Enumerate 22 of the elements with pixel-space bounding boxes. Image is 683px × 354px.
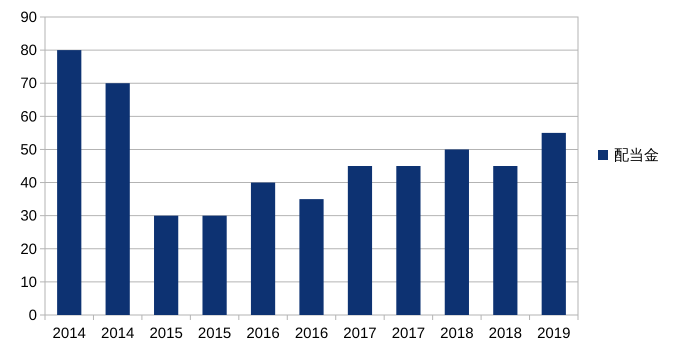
x-tick-label: 2015 bbox=[149, 325, 183, 342]
y-tick-label: 10 bbox=[20, 274, 37, 291]
x-tick-label: 2018 bbox=[440, 325, 474, 342]
y-tick-label: 0 bbox=[28, 307, 37, 324]
y-tick-label: 40 bbox=[20, 174, 37, 192]
x-tick-label: 2016 bbox=[294, 325, 328, 342]
x-tick-label: 2018 bbox=[488, 325, 522, 342]
x-tick-label: 2017 bbox=[343, 325, 377, 342]
y-tick-label: 20 bbox=[20, 240, 37, 258]
x-tick-label: 2017 bbox=[392, 325, 426, 342]
y-tick-label: 60 bbox=[20, 108, 37, 126]
y-tick-label: 50 bbox=[20, 141, 37, 158]
y-tick-label: 30 bbox=[20, 208, 37, 225]
y-tick-label: 90 bbox=[20, 9, 37, 26]
x-tick-label: 2014 bbox=[52, 325, 86, 342]
y-tick-label: 70 bbox=[20, 75, 37, 92]
x-tick-label: 2019 bbox=[537, 325, 570, 342]
x-tick-label: 2016 bbox=[246, 325, 280, 342]
x-tick-label: 2015 bbox=[198, 325, 232, 342]
legend-label: 配当金 bbox=[614, 147, 659, 164]
x-tick-label: 2014 bbox=[100, 325, 134, 342]
y-tick-label: 80 bbox=[20, 42, 37, 60]
